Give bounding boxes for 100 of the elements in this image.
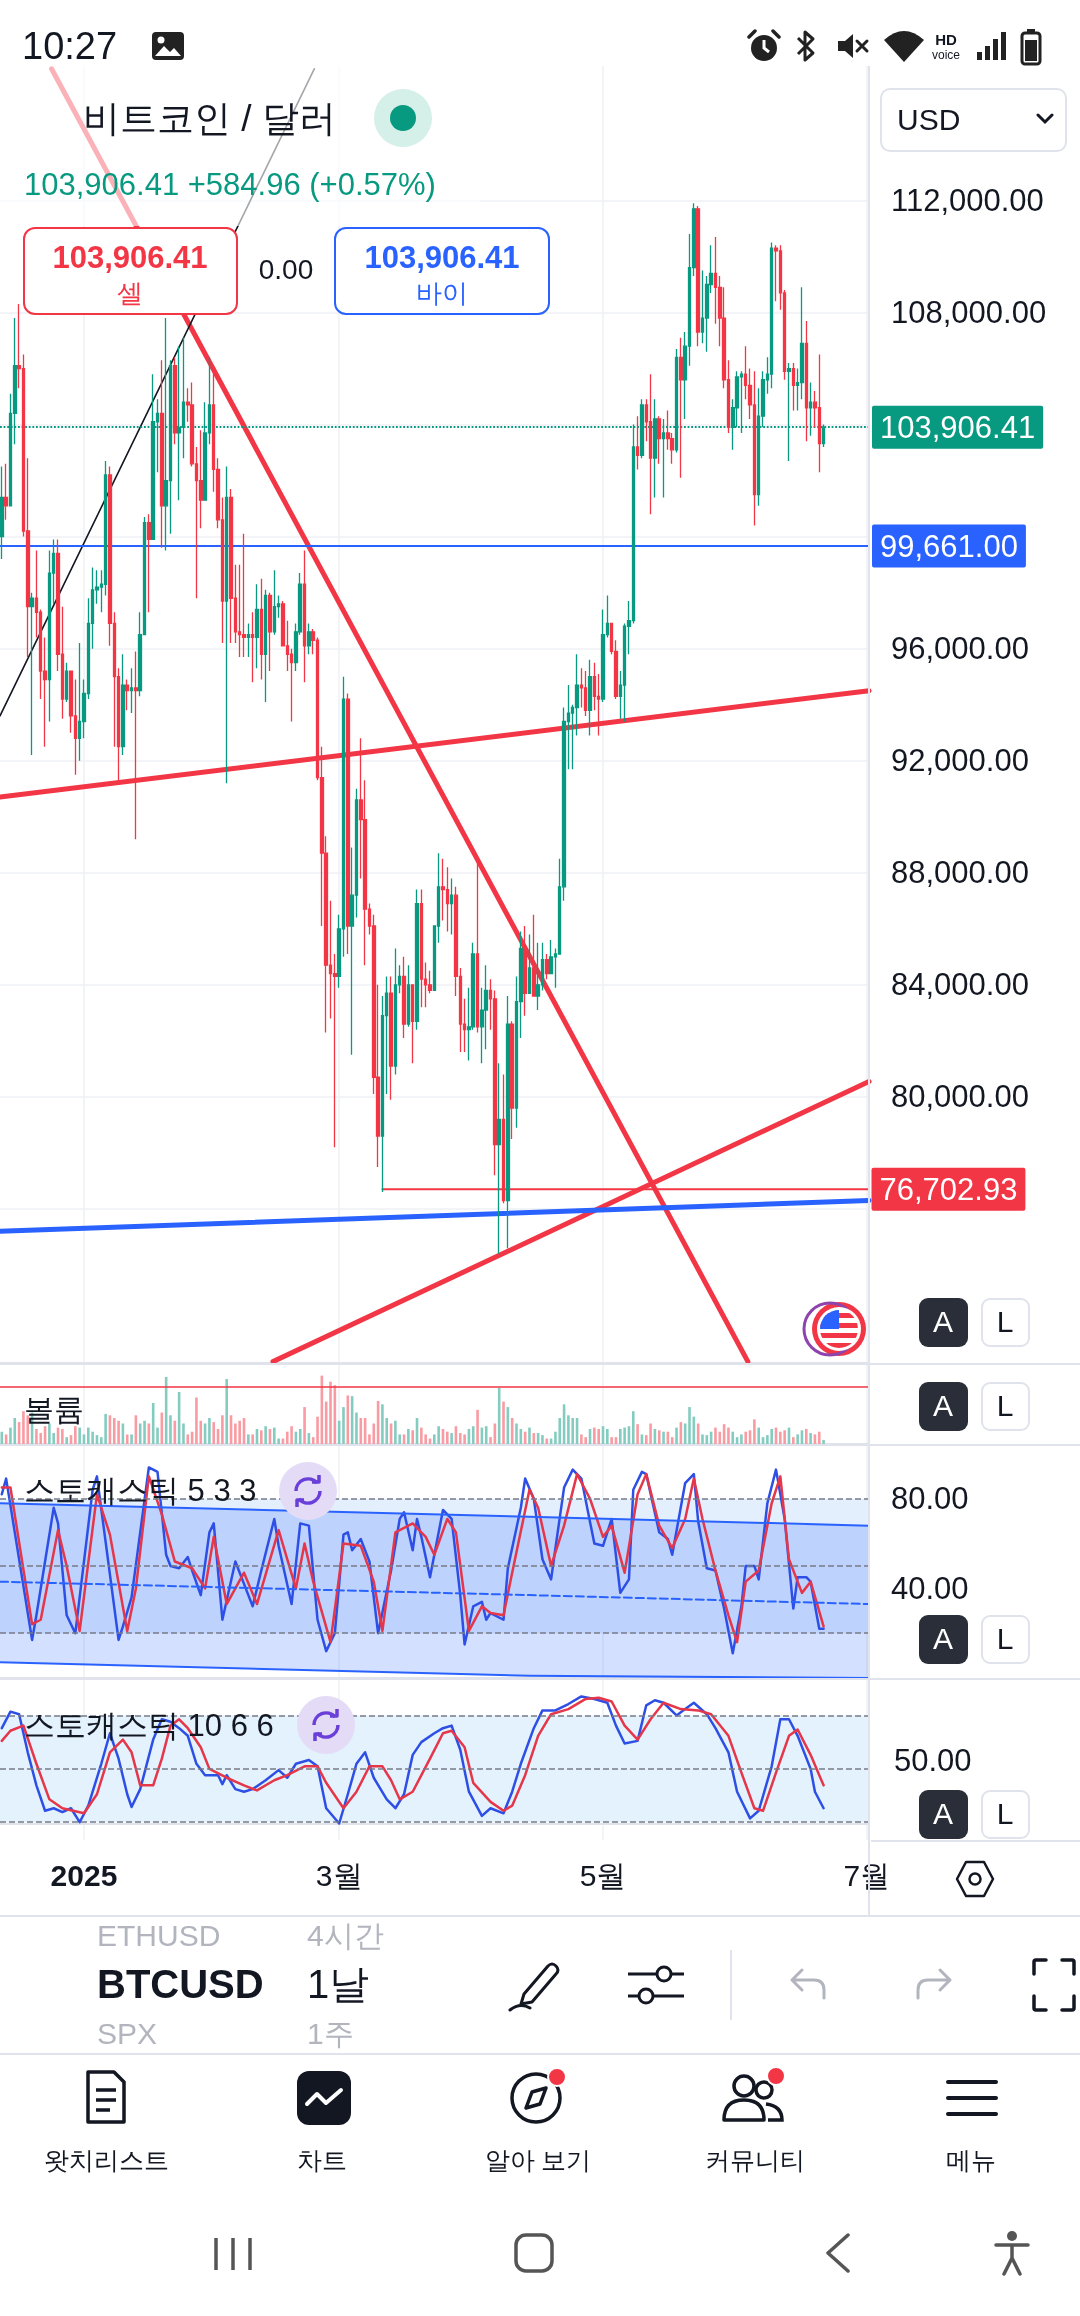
candlestick — [695, 205, 701, 347]
text: SPX — [97, 2017, 158, 2050]
text: A — [918, 1789, 968, 1839]
text: 커뮤니티 — [705, 2145, 805, 2174]
candlestick — [535, 942, 541, 1011]
y-tick-label: 88,000.00 — [891, 855, 1029, 891]
text: voice — [931, 48, 961, 62]
text: ETHUSD — [97, 1919, 221, 1952]
bar — [264, 1426, 267, 1444]
y-tick-label: 80,000.00 — [891, 1079, 1029, 1115]
text: 차트 — [297, 2145, 347, 2174]
y-tick-label: 96,000.00 — [891, 631, 1029, 667]
bar — [688, 1407, 691, 1444]
bar — [623, 1427, 626, 1444]
bar — [411, 1430, 414, 1444]
candlestick — [263, 589, 268, 703]
candlestick — [64, 662, 69, 703]
bar — [714, 1427, 717, 1444]
text: 알아 보기 — [484, 2145, 592, 2174]
bar — [670, 1437, 674, 1444]
bar — [208, 1418, 211, 1444]
bar — [796, 1434, 799, 1444]
bar — [593, 1427, 596, 1444]
bar — [221, 1415, 224, 1444]
bar — [381, 1404, 384, 1444]
bar — [61, 1428, 64, 1444]
bar — [74, 1426, 77, 1444]
text: 4시간 — [307, 1919, 384, 1952]
text: A — [918, 1381, 968, 1431]
candlestick — [388, 975, 394, 1101]
bar — [631, 1411, 635, 1444]
bar — [610, 1437, 613, 1444]
bar — [779, 1431, 782, 1444]
candlestick — [306, 622, 312, 655]
candlestick — [259, 577, 264, 681]
annotation: 셀 — [117, 278, 143, 308]
text: 왓치리스트 — [43, 2145, 169, 2174]
annotation: 10:27 — [22, 25, 118, 67]
bar — [580, 1434, 583, 1444]
bar — [783, 1430, 786, 1444]
bar — [156, 1427, 159, 1444]
bar — [238, 1420, 241, 1444]
bar — [744, 1431, 748, 1444]
candlestick — [791, 362, 796, 412]
candlestick — [124, 678, 130, 711]
annotation: 76,702.93 — [879, 1171, 1018, 1207]
candlestick — [129, 667, 134, 714]
text: A — [918, 1614, 968, 1664]
bar — [125, 1434, 129, 1444]
candlestick — [419, 888, 424, 1008]
bar — [138, 1423, 142, 1444]
bar — [476, 1409, 479, 1444]
bar — [502, 1401, 505, 1444]
bar — [558, 1418, 562, 1444]
bar — [298, 1428, 302, 1444]
candlestick — [250, 611, 255, 683]
bar — [225, 1379, 229, 1444]
bar — [571, 1418, 575, 1444]
candlestick — [587, 659, 593, 737]
text: 메뉴 — [946, 2145, 996, 2174]
candlestick — [228, 488, 234, 644]
bar — [545, 1438, 549, 1444]
bar — [649, 1423, 652, 1444]
bar — [251, 1434, 254, 1444]
bar — [809, 1433, 812, 1444]
candlestick — [393, 947, 398, 1076]
text: 50.00 — [894, 1742, 972, 1778]
candlestick — [752, 370, 757, 527]
candlestick — [527, 933, 532, 994]
candlestick — [648, 373, 653, 515]
candlestick — [77, 642, 82, 762]
ref-line-label: 99,661.00 — [880, 528, 1018, 564]
bar — [727, 1427, 730, 1444]
candlestick — [449, 877, 454, 936]
text: A — [918, 1297, 968, 1347]
bar — [35, 1428, 38, 1444]
bar — [91, 1431, 94, 1444]
bar — [13, 1418, 17, 1444]
candlestick — [302, 549, 307, 683]
candlestick — [410, 984, 415, 1064]
bar — [662, 1431, 665, 1444]
bar — [489, 1437, 492, 1444]
bar — [359, 1418, 363, 1444]
candlestick — [531, 914, 537, 997]
bar — [584, 1437, 587, 1444]
bar — [484, 1426, 488, 1444]
candlestick — [401, 956, 407, 1039]
bar — [757, 1427, 761, 1444]
bar — [260, 1430, 263, 1444]
annotation: 0.00 — [258, 254, 314, 285]
bar — [463, 1434, 466, 1444]
bar — [804, 1428, 808, 1444]
candlestick — [522, 925, 528, 1017]
candlestick — [120, 653, 126, 756]
candlestick — [0, 465, 5, 560]
candlestick — [544, 953, 550, 980]
bar — [39, 1433, 43, 1444]
bar — [104, 1413, 107, 1444]
candlestick — [678, 337, 684, 479]
bar — [471, 1426, 475, 1444]
